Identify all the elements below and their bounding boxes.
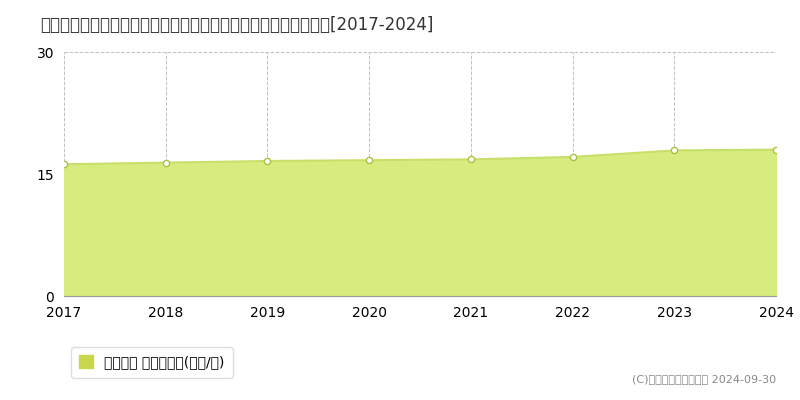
- Text: (C)土地価格ドットコム 2024-09-30: (C)土地価格ドットコム 2024-09-30: [632, 374, 776, 384]
- Text: 滋賀県大津市月輪１丁目字烏子９２番２外　基準地価　地価推移[2017-2024]: 滋賀県大津市月輪１丁目字烏子９２番２外 基準地価 地価推移[2017-2024]: [40, 16, 434, 34]
- Legend: 基準地価 平均坪単価(万円/坪): 基準地価 平均坪単価(万円/坪): [71, 347, 233, 378]
